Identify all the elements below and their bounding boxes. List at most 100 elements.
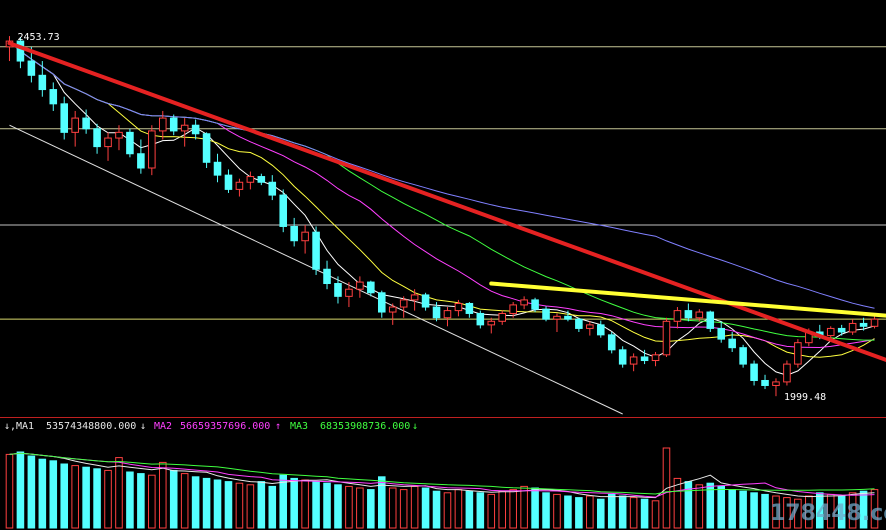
candle-body	[575, 318, 583, 329]
volume-bar	[739, 490, 747, 529]
volume-bar	[126, 471, 134, 529]
candle-body	[356, 281, 364, 290]
candle-body	[673, 310, 682, 322]
volume-bar	[38, 458, 47, 529]
candle-body	[38, 74, 47, 91]
candle-body	[279, 194, 288, 227]
candle-body	[783, 363, 791, 383]
candle-body	[27, 60, 36, 76]
volume-bar	[235, 482, 244, 529]
volume-bar	[93, 468, 101, 529]
candle-body	[596, 324, 605, 336]
candle-body	[564, 315, 572, 320]
volume-bar	[60, 463, 69, 529]
volume-bar	[651, 500, 660, 529]
volume-bar	[377, 476, 386, 529]
candle-body	[290, 225, 298, 242]
candle-body	[586, 324, 594, 329]
volume-bar	[553, 493, 561, 529]
candle-body	[837, 327, 846, 333]
volume-bar	[629, 497, 638, 529]
candle-body	[345, 288, 353, 297]
candle-body	[826, 327, 835, 337]
candle-body	[443, 310, 452, 319]
candle-body	[553, 315, 561, 320]
volume-bar	[564, 495, 572, 529]
volume-bar	[27, 455, 36, 529]
volume-bar	[148, 474, 156, 529]
candle-body	[93, 128, 101, 148]
candle-body	[761, 379, 769, 386]
low-price-label: 1999.48	[784, 392, 826, 403]
volume-bar	[202, 477, 211, 529]
trendline	[489, 281, 886, 318]
volume-bar	[717, 485, 726, 529]
volume-bar	[421, 487, 430, 529]
candle-body	[301, 231, 309, 242]
ma-line	[9, 40, 875, 309]
volume-bar	[706, 482, 715, 529]
volume-bar	[367, 489, 375, 529]
volume-bar	[257, 481, 266, 529]
candle-body	[49, 89, 58, 105]
ma2-value: 56659357696.000	[180, 421, 270, 432]
candle-body	[82, 117, 90, 130]
candle-body	[739, 347, 747, 365]
candle-body	[323, 268, 331, 285]
candle-body	[158, 117, 167, 132]
volume-bar	[334, 484, 342, 529]
volume-bar	[848, 492, 857, 529]
volume-bar	[180, 473, 189, 529]
candle-body	[235, 181, 244, 190]
horizontal-levels	[0, 46, 886, 320]
volume-ma-line	[9, 452, 875, 495]
volume-bar	[531, 487, 539, 529]
candle-body	[706, 311, 715, 329]
candle-body	[60, 103, 69, 133]
volume-bar	[805, 495, 813, 529]
volume-bar	[695, 484, 704, 529]
volume-bar	[783, 497, 791, 529]
candle-body	[509, 304, 517, 314]
candle-body	[640, 356, 649, 362]
candle-body	[71, 117, 79, 133]
candle-body	[334, 283, 342, 297]
price-labels: 2453.73 1999.48	[17, 32, 826, 403]
volume-bar	[290, 477, 298, 529]
volume-bar	[476, 492, 485, 529]
volume-bar	[399, 489, 408, 529]
ma3-name: MA3	[290, 421, 308, 432]
volume-bar	[465, 490, 474, 529]
volume-bar	[454, 489, 463, 529]
candle-body	[246, 176, 255, 183]
candle-body	[148, 130, 156, 169]
candle-body	[268, 181, 277, 196]
candle-body	[137, 153, 145, 169]
volume-bar	[169, 469, 178, 529]
candle-body	[432, 306, 441, 319]
volume-bar	[870, 489, 879, 529]
candle-body	[520, 299, 528, 306]
candle-body	[542, 308, 550, 320]
candle-body	[104, 137, 112, 148]
volume-bar	[586, 495, 594, 529]
ma1-arrow: ↓	[140, 421, 146, 432]
volume-bar	[323, 482, 331, 529]
candle-body	[498, 312, 507, 322]
volume-ma-line	[9, 452, 875, 498]
candle-body	[465, 302, 474, 314]
ma3-value: 68353908736.000	[320, 421, 410, 432]
ma1-value: 53574348800.000	[46, 421, 136, 432]
volume-bar	[49, 460, 58, 529]
volume-bar	[750, 492, 758, 529]
volume-bar	[575, 497, 583, 529]
volume-bar	[301, 479, 309, 529]
candle-body	[531, 299, 539, 310]
high-price-label: 2453.73	[17, 32, 59, 43]
candle-body	[859, 322, 868, 327]
candle-body	[487, 320, 496, 326]
volume-bar	[542, 492, 550, 529]
candle-body	[695, 311, 704, 319]
candle-body	[651, 354, 660, 362]
volume-bar	[115, 457, 123, 529]
